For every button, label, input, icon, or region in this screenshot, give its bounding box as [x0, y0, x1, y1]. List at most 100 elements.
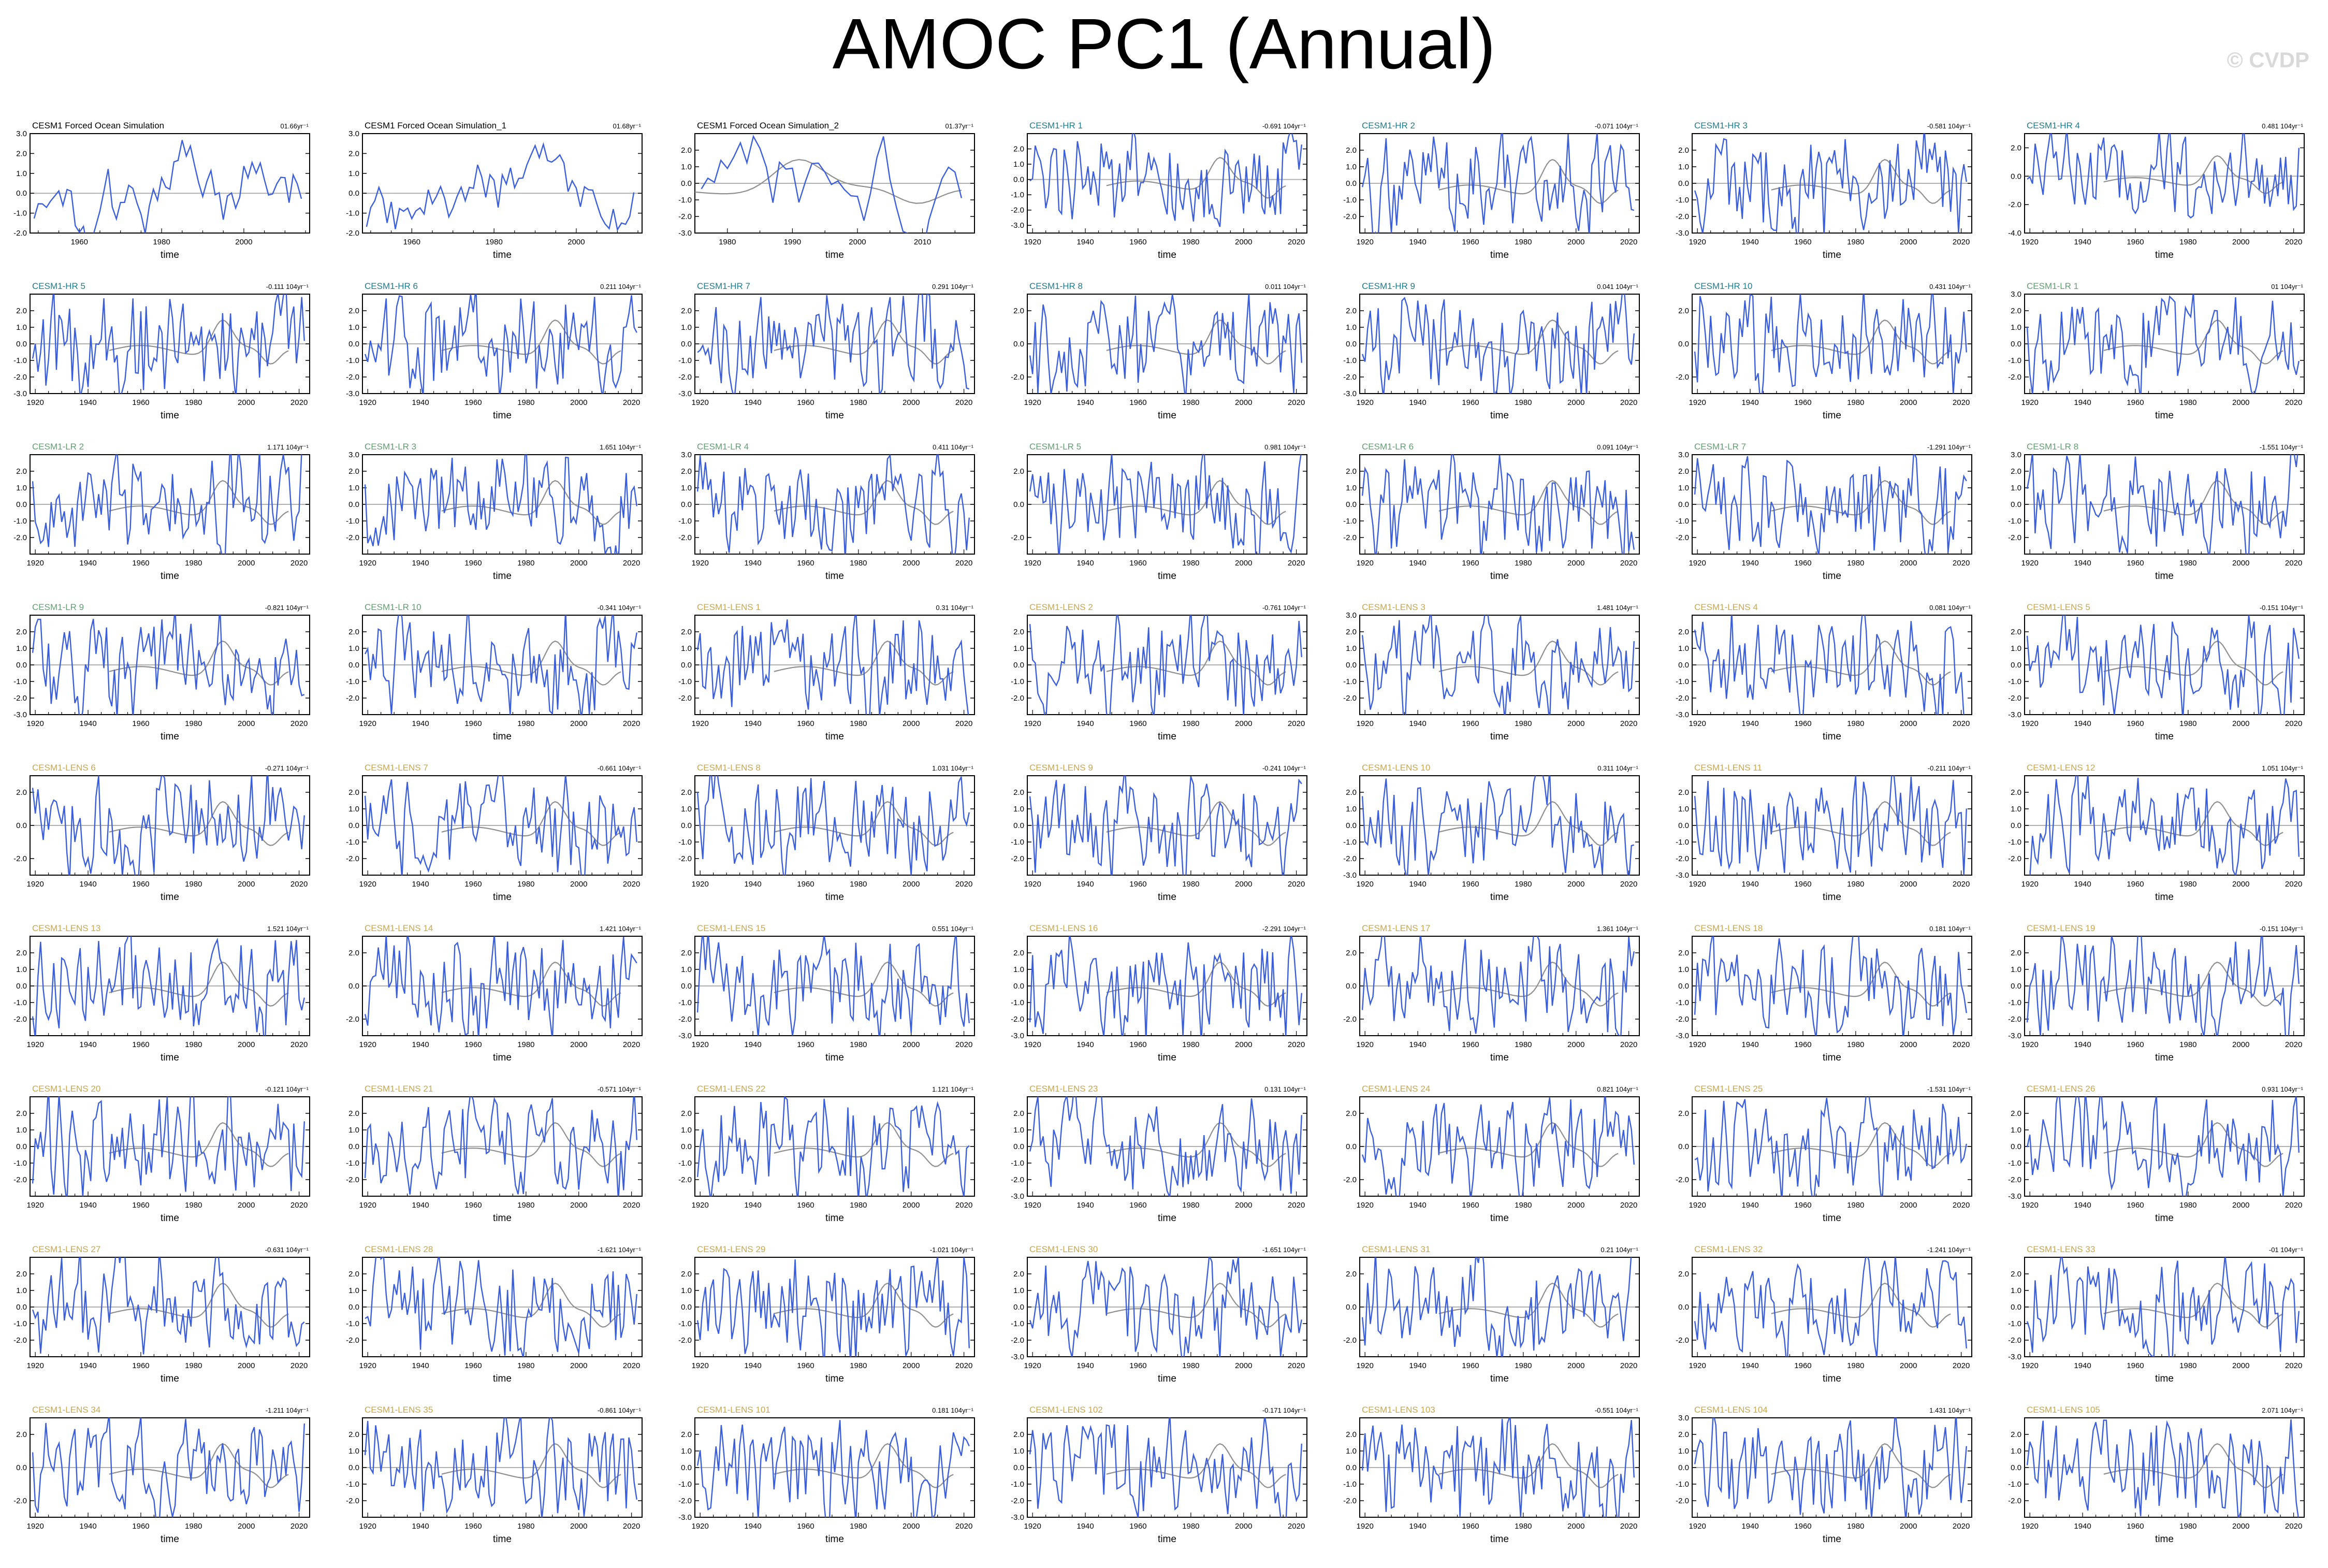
trend-label: -0.151 104yr⁻¹	[2260, 604, 2304, 612]
panel-47: CESM1-LENS 24 0.821 104yr⁻¹ 2.0 0.0 -2.0 1920…	[1343, 1084, 1640, 1224]
x-tick-label: 2000	[903, 1361, 920, 1370]
x-tick-label: 2000	[2232, 238, 2249, 246]
x-tick-label: 2020	[1953, 880, 1970, 889]
y-tick-label: 1.0	[1678, 163, 1689, 171]
y-tick-label: -1.0	[1676, 517, 1689, 526]
x-tick-label: 1920	[1689, 1522, 1706, 1531]
x-axis-label: time	[161, 1534, 179, 1545]
x-tick-label: 1940	[744, 880, 761, 889]
x-axis-label: time	[2155, 571, 2174, 582]
x-axis-label: time	[1158, 1534, 1176, 1545]
x-tick-label: 1960	[132, 880, 149, 889]
x-axis-label: time	[493, 1534, 512, 1545]
panel-label: CESM1-HR 9	[1362, 281, 1415, 291]
x-axis-label: time	[825, 250, 844, 260]
y-tick-label: -1.0	[2008, 1159, 2021, 1168]
x-tick-label: 1920	[1689, 880, 1706, 889]
x-tick-label: 2020	[955, 1040, 972, 1049]
x-tick-label: 2000	[1567, 1361, 1584, 1370]
x-tick-label: 1940	[1076, 1522, 1094, 1531]
y-tick-label: -2.0	[678, 1497, 692, 1505]
x-tick-label: 1960	[2127, 1201, 2144, 1210]
x-tick-label: 2020	[2285, 880, 2302, 889]
x-tick-label: 2020	[955, 1522, 972, 1531]
panel-label: CESM1-LENS 13	[32, 923, 100, 933]
y-tick-label: 2.0	[1678, 467, 1689, 476]
trend-label: -0.271 104yr⁻¹	[265, 764, 309, 772]
x-tick-label: 1920	[2021, 238, 2039, 246]
panel-39: CESM1-LENS 16 -2.291 104yr⁻¹ 2.0 1.0 0.0 -1.0…	[1011, 923, 1307, 1063]
y-tick-label: 2.0	[681, 467, 692, 476]
model-series-line	[32, 294, 305, 394]
panel-15: CESM1-LR 2 1.171 104yr⁻¹ 2.0 1.0 0.0 -1.0 -2.0…	[13, 442, 310, 582]
x-tick-label: 1980	[1182, 1361, 1199, 1370]
y-tick-label: 2.0	[1678, 307, 1689, 315]
panel-label: CESM1-LENS 20	[32, 1084, 100, 1094]
y-tick-label: 0.0	[1346, 179, 1357, 188]
panel-59: CESM1-LENS 101 0.181 104yr⁻¹ 2.0 1.0 0.0 -1.0…	[678, 1405, 975, 1545]
x-tick-label: 2000	[2232, 1522, 2249, 1531]
x-tick-label: 1960	[1129, 880, 1146, 889]
y-tick-label: -1.0	[678, 838, 692, 847]
x-tick-label: 2020	[1953, 1522, 1970, 1531]
x-tick-label: 1990	[784, 238, 801, 246]
y-tick-label: 0.0	[1346, 340, 1357, 349]
panel-7: CESM1-HR 4 0.481 104yr⁻¹ 2.0 0.0 -2.0 -4.0192…	[2008, 121, 2305, 260]
trend-label: -0.581 104yr⁻¹	[1927, 122, 1971, 130]
y-tick-label: 1.0	[16, 965, 27, 974]
y-tick-label: -2.0	[346, 229, 359, 238]
reference-series-line	[441, 320, 621, 365]
x-tick-label: 2020	[955, 398, 972, 407]
y-tick-label: 0.0	[348, 189, 359, 198]
y-tick-label: 3.0	[348, 451, 359, 459]
x-tick-label: 2000	[1235, 559, 1252, 568]
x-tick-label: 1940	[412, 559, 429, 568]
x-tick-label: 1940	[79, 559, 96, 568]
x-tick-label: 1980	[2179, 1522, 2196, 1531]
panel-1: CESM1 Forced Ocean Simulation 01.66yr⁻¹ 3.…	[13, 121, 310, 260]
y-tick-label: 0.0	[16, 1303, 27, 1312]
x-tick-label: 1940	[2074, 1522, 2091, 1531]
trend-label: 0.411 104yr⁻¹	[933, 443, 974, 451]
x-tick-label: 1980	[2179, 1040, 2196, 1049]
x-tick-label: 1960	[1462, 238, 1479, 246]
panel-60: CESM1-LENS 102 -0.171 104yr⁻¹ 2.0 1.0 0.0 -1.…	[1011, 1405, 1307, 1545]
x-tick-label: 2000	[2232, 1201, 2249, 1210]
y-tick-label: 0.0	[1346, 1463, 1357, 1472]
x-tick-label: 1980	[1515, 398, 1532, 407]
y-tick-label: 2.0	[16, 628, 27, 636]
x-tick-label: 1960	[1462, 719, 1479, 728]
x-tick-label: 1920	[1024, 880, 1041, 889]
x-tick-label: 1920	[1024, 559, 1041, 568]
panel-58: CESM1-LENS 35 -0.861 104yr⁻¹ 2.0 1.0 0.0 -1.0…	[346, 1405, 643, 1545]
trend-label: -0.631 104yr⁻¹	[265, 1246, 309, 1254]
x-tick-label: 1960	[71, 238, 88, 246]
model-series-line	[696, 615, 969, 715]
y-tick-label: 0.0	[1346, 821, 1357, 830]
x-axis-label: time	[493, 250, 512, 260]
x-tick-label: 1920	[692, 719, 709, 728]
panel-57: CESM1-LENS 34 -1.211 104yr⁻¹ 2.0 0.0 -2.0 192…	[13, 1405, 310, 1545]
y-tick-label: 3.0	[348, 129, 359, 138]
trend-label: -1.291 104yr⁻¹	[1927, 443, 1971, 451]
trend-label: -1.211 104yr⁻¹	[266, 1406, 309, 1414]
reference-series-line	[1438, 641, 1619, 686]
x-tick-label: 1960	[797, 1040, 814, 1049]
x-tick-label: 2000	[903, 1040, 920, 1049]
panel-label: CESM1-LENS 35	[365, 1405, 433, 1415]
x-tick-label: 1940	[79, 880, 96, 889]
panel-label: CESM1-LENS 1	[697, 602, 761, 612]
y-tick-label: 2.0	[681, 1109, 692, 1118]
x-tick-label: 1920	[359, 559, 376, 568]
y-tick-label: -1.0	[2008, 677, 2021, 686]
reference-series-line	[1438, 1283, 1619, 1328]
model-series-line	[32, 615, 305, 715]
x-tick-label: 1960	[2127, 1040, 2144, 1049]
x-tick-label: 1920	[1357, 1522, 1374, 1531]
model-series-line	[32, 1097, 305, 1196]
y-tick-label: -2.0	[678, 694, 692, 703]
x-tick-label: 1960	[1794, 1040, 1811, 1049]
panel-label: CESM1-LR 1	[2027, 281, 2078, 291]
x-tick-label: 1960	[132, 398, 149, 407]
y-tick-label: 2.0	[1678, 1270, 1689, 1279]
